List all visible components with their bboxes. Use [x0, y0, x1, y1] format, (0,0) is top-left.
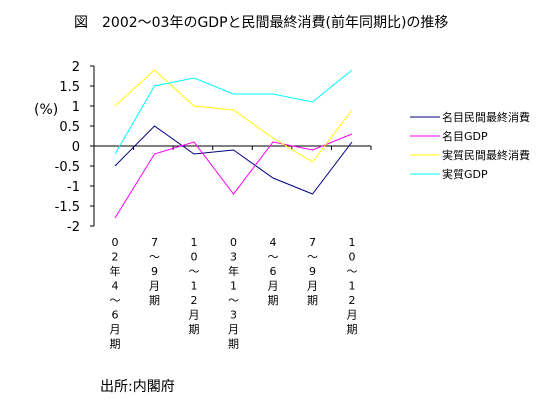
series-line — [114, 69, 353, 163]
x-tick-label: 4 ～ 6 月期 — [268, 236, 279, 307]
y-tick-label: 0.5 — [59, 120, 80, 135]
series-line — [114, 125, 353, 195]
y-axis-label: (%) — [34, 102, 58, 118]
x-tick-label: 7 ～ 9 月期 — [149, 236, 160, 307]
x-tick-label: 7 ～ 9 月期 — [307, 236, 318, 307]
chart-title: 図 2002～03年のGDPと民間最終消費(前年同期比)の推移 — [74, 15, 449, 31]
x-tick-label: 1 0 ～ 1 2 月期 — [189, 236, 200, 336]
legend-label: 実質GDP — [442, 167, 488, 181]
y-tick-label: -0.5 — [55, 160, 80, 175]
y-tick-label: 1.5 — [59, 80, 80, 95]
y-axis-ticks: 2 1.5 1 0.5 0 -0.5 -1 -1.5 -2 — [55, 60, 94, 235]
x-tick-label: 0 3 年 1 ～ 3 月期 — [228, 236, 239, 351]
axes — [93, 66, 372, 226]
x-tick-label: 1 0 ～ 1 2 月期 — [347, 236, 358, 336]
y-tick-label: 0 — [72, 140, 80, 155]
series-line — [114, 69, 353, 155]
legend-label: 名目GDP — [442, 129, 488, 143]
source-note: 出所:内閣府 — [100, 379, 175, 395]
x-axis-labels: 0 2 年 4 ～ 6 月期 7 ～ 9 月期 1 0 ～ 1 2 月期 0 3 年 1 ～ 3 月期 4 ～ 6 月期 7 ～ 9 月期 1 0… — [110, 236, 358, 351]
series-line — [114, 133, 353, 219]
y-tick-label: -1 — [67, 180, 80, 195]
series-lines — [114, 69, 353, 219]
y-tick-label: 2 — [72, 60, 80, 75]
x-tick-label: 0 2 年 4 ～ 6 月期 — [110, 236, 121, 351]
y-tick-label: -2 — [67, 220, 80, 235]
legend-label: 名目民間最終消費 — [442, 110, 530, 124]
legend-label: 実質民間最終消費 — [442, 148, 530, 162]
y-tick-label: -1.5 — [55, 200, 80, 215]
y-tick-label: 1 — [72, 100, 80, 115]
